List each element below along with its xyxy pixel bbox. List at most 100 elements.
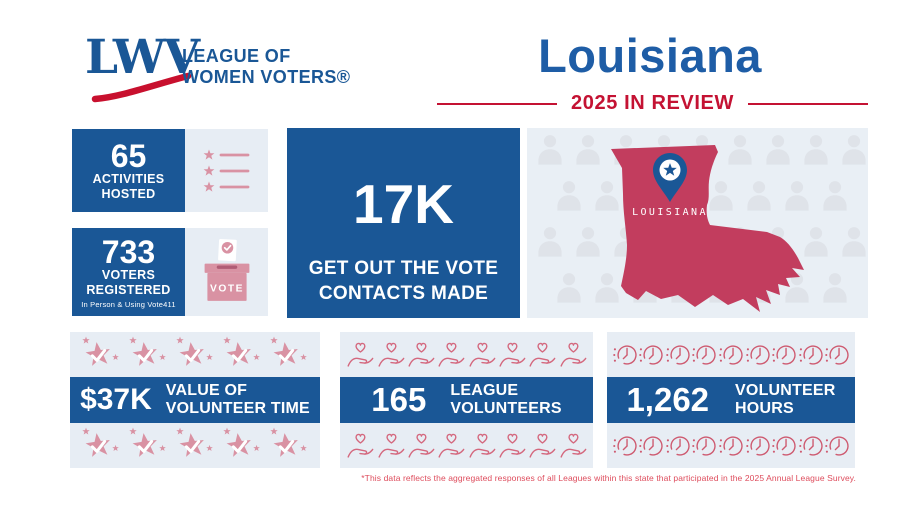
state-map-panel: LOUISIANA <box>527 128 868 318</box>
gotv-label: GET OUT THE VOTE CONTACTS MADE <box>287 256 520 306</box>
activities-card: 65 ACTIVITIES HOSTED <box>72 129 268 212</box>
hand-heart-icon <box>498 341 526 369</box>
volunteer-value-label: VALUE OF VOLUNTEER TIME <box>166 382 310 419</box>
star-check-row-top <box>70 332 320 377</box>
clock-icon <box>771 342 797 368</box>
check-star-icon <box>128 336 168 373</box>
subtitle-text: 2025 IN REVIEW <box>571 92 734 114</box>
hand-heart-icon <box>528 432 556 460</box>
volunteer-value-panel: $37K VALUE OF VOLUNTEER TIME <box>70 332 320 468</box>
check-star-icon <box>222 336 262 373</box>
check-star-icon <box>222 427 262 464</box>
location-pin-icon <box>653 153 687 202</box>
clock-icon <box>691 342 717 368</box>
map-state-label: LOUISIANA <box>632 207 708 218</box>
gotv-value: 17K <box>353 173 454 235</box>
hand-heart-icon <box>407 341 435 369</box>
voters-value: 733 <box>101 233 156 270</box>
louisiana-map <box>611 145 804 312</box>
hours-label-line1: VOLUNTEER <box>735 381 836 399</box>
clock-icon <box>665 342 691 368</box>
subtitle-rule-left <box>437 102 558 105</box>
hand-heart-row-bottom <box>340 423 593 468</box>
audience-pattern: LOUISIANA <box>538 135 866 312</box>
activities-label-line1: ACTIVITIES <box>92 171 165 186</box>
check-star-icon <box>269 427 309 464</box>
lwv-acronym: LWV <box>85 30 200 85</box>
clock-icon <box>665 433 691 459</box>
clock-row-bottom <box>607 423 855 468</box>
hours-band: 1,262 VOLUNTEER HOURS <box>607 377 855 423</box>
volunteers-panel: 165 LEAGUE VOLUNTEERS <box>340 332 593 468</box>
hours-label: VOLUNTEER HOURS <box>735 382 835 419</box>
clock-icon <box>691 433 717 459</box>
check-star-icon <box>175 336 215 373</box>
volunteer-value-label-line2: VOLUNTEER TIME <box>165 400 310 417</box>
check-star-icon <box>128 427 168 464</box>
activities-value: 65 <box>110 137 147 174</box>
check-star-icon <box>81 336 121 373</box>
hand-heart-row-top <box>340 332 593 377</box>
clock-icon <box>718 342 744 368</box>
activities-label-line2: HOSTED <box>101 186 156 201</box>
survey-disclaimer: *This data reflects the aggregated respo… <box>361 473 856 483</box>
voters-note: In Person & Using Vote411 <box>81 299 176 309</box>
volunteer-value-label-line1: VALUE OF <box>165 381 248 399</box>
page-title: Louisiana <box>538 29 762 82</box>
lwv-wordmark-line1: LEAGUE OF <box>182 46 291 66</box>
hand-heart-icon <box>377 432 405 460</box>
volunteers-label-line2: VOLUNTEERS <box>450 400 562 417</box>
lwv-wordmark-line2: WOMEN VOTERS® <box>182 66 351 87</box>
check-star-icon <box>175 427 215 464</box>
hours-count: 1,262 <box>626 381 710 418</box>
volunteers-label-line1: LEAGUE <box>450 381 519 399</box>
clock-icon <box>771 433 797 459</box>
volunteer-value-band: $37K VALUE OF VOLUNTEER TIME <box>70 377 320 423</box>
gotv-card: 17K GET OUT THE VOTE CONTACTS MADE <box>287 128 520 318</box>
clock-icon <box>718 433 744 459</box>
ballot-box-icon: VOTE <box>204 238 249 301</box>
hand-heart-icon <box>468 341 496 369</box>
subtitle-row: 2025 IN REVIEW <box>437 92 868 115</box>
voters-card: 733 VOTERS REGISTERED In Person & Using … <box>72 228 268 316</box>
clock-icon <box>745 433 771 459</box>
clock-icon <box>824 433 850 459</box>
star-list-icon <box>201 147 253 195</box>
clock-icon <box>638 342 664 368</box>
gotv-label-line2: CONTACTS MADE <box>318 283 489 304</box>
voters-label-line1: VOTERS <box>101 267 156 282</box>
clock-icon <box>612 433 638 459</box>
hand-heart-icon <box>377 341 405 369</box>
hours-label-line2: HOURS <box>735 400 794 417</box>
hours-panel: 1,262 VOLUNTEER HOURS <box>607 332 855 468</box>
clock-icon <box>638 433 664 459</box>
voters-icon-panel: VOTE <box>185 228 268 316</box>
hand-heart-icon <box>437 432 465 460</box>
hand-heart-icon <box>437 341 465 369</box>
hand-heart-icon <box>559 341 587 369</box>
hand-heart-icon <box>559 432 587 460</box>
voters-stat-box: 733 VOTERS REGISTERED In Person & Using … <box>72 228 185 316</box>
activities-icon-panel <box>185 129 268 212</box>
hand-heart-icon <box>407 432 435 460</box>
voters-label-line2: REGISTERED <box>86 282 171 297</box>
hand-heart-icon <box>346 432 374 460</box>
activities-stat-box: 65 ACTIVITIES HOSTED <box>72 129 185 212</box>
volunteers-band: 165 LEAGUE VOLUNTEERS <box>340 377 593 423</box>
check-star-icon <box>269 336 309 373</box>
hand-heart-icon <box>468 432 496 460</box>
clock-icon <box>798 433 824 459</box>
clock-icon <box>745 342 771 368</box>
gotv-label-line1: GET OUT THE VOTE <box>308 258 499 279</box>
hand-heart-icon <box>346 341 374 369</box>
hand-heart-icon <box>498 432 526 460</box>
check-star-icon <box>81 427 121 464</box>
clock-row-top <box>607 332 855 377</box>
clock-icon <box>798 342 824 368</box>
volunteer-value-amount: $37K <box>80 383 152 416</box>
star-check-row-bottom <box>70 423 320 468</box>
lwv-swoosh-icon <box>91 72 192 103</box>
clock-icon <box>824 342 850 368</box>
hand-heart-icon <box>528 341 556 369</box>
